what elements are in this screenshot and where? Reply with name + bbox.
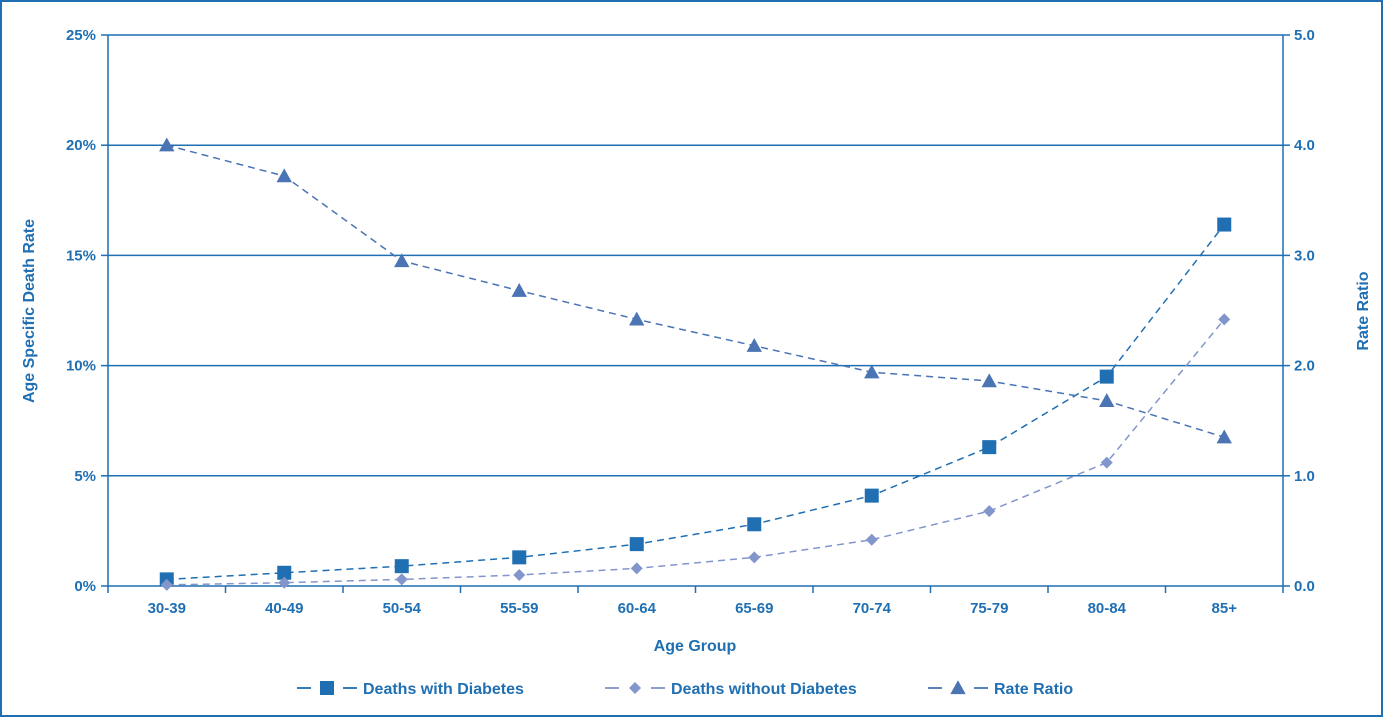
data-point: [513, 568, 526, 581]
x-tick-label: 50-54: [383, 600, 422, 617]
data-point: [1216, 429, 1232, 444]
data-point: [512, 550, 527, 565]
y2-tick-label: 5.0: [1294, 27, 1315, 44]
x-tick-label: 55-59: [500, 600, 538, 617]
data-point: [395, 573, 408, 586]
data-point: [394, 559, 409, 574]
x-tick-label: 40-49: [265, 600, 303, 617]
data-point: [747, 517, 762, 532]
y-axis-title: Age Specific Death Rate: [21, 219, 38, 403]
y-tick-label: 5%: [74, 468, 96, 485]
series-line: [166, 224, 1225, 581]
x-axis-ticks: 30-39 40-49 50-54 55-59 60-64 65-69 70-74 75-79…: [107, 586, 1284, 617]
data-point: [277, 565, 292, 580]
y-tick-label: 20%: [66, 137, 96, 154]
data-point: [159, 137, 175, 152]
y2-axis-title: Rate Ratio: [1355, 271, 1372, 350]
data-point: [1099, 393, 1115, 408]
series-deaths-without-diabetes: [160, 313, 1231, 591]
axes: [107, 35, 1284, 587]
legend: Deaths with Diabetes Deaths without Diabe…: [297, 680, 1073, 698]
series-deaths-with-diabetes: [159, 217, 1232, 587]
y2-tick-label: 0.0: [1294, 578, 1315, 595]
series-line: [166, 318, 1225, 586]
data-point: [629, 311, 645, 326]
data-point: [746, 338, 762, 352]
data-point: [981, 373, 997, 388]
data-point: [864, 488, 879, 503]
y-tick-label: 15%: [66, 247, 96, 264]
data-point: [864, 364, 880, 379]
series-rate-ratio: [159, 137, 1232, 444]
data-point: [394, 253, 410, 268]
data-point: [1099, 369, 1114, 384]
legend-label: Rate Ratio: [994, 681, 1073, 698]
y-tick-label: 10%: [66, 358, 96, 375]
data-point: [629, 537, 644, 552]
data-point: [278, 576, 291, 589]
legend-label: Deaths with Diabetes: [363, 681, 524, 698]
x-tick-label: 65-69: [735, 600, 773, 617]
legend-item: Rate Ratio: [928, 680, 1073, 698]
data-point: [983, 505, 996, 518]
x-tick-label: 75-79: [970, 600, 1008, 617]
data-point: [950, 680, 966, 695]
data-point: [748, 551, 761, 564]
gridlines: [108, 34, 1283, 477]
series-layer: [159, 137, 1232, 591]
y2-tick-label: 4.0: [1294, 137, 1315, 154]
legend-item: Deaths without Diabetes: [605, 681, 857, 698]
y-tick-label: 0%: [74, 578, 96, 595]
x-tick-label: 60-64: [618, 600, 657, 617]
x-tick-label: 85+: [1212, 600, 1238, 617]
x-axis-title: Age Group: [654, 638, 737, 655]
legend-label: Deaths without Diabetes: [671, 681, 857, 698]
x-tick-label: 80-84: [1088, 600, 1127, 617]
data-point: [630, 562, 643, 575]
y2-tick-label: 3.0: [1294, 247, 1315, 264]
data-point: [982, 440, 997, 455]
data-point: [511, 282, 527, 297]
y2-tick-label: 2.0: [1294, 358, 1315, 375]
data-point: [1218, 313, 1231, 326]
y-axis-ticks: 0% 5% 10% 15% 20% 25%: [66, 27, 108, 595]
y2-axis-ticks: 0.0 1.0 2.0 3.0 4.0 5.0: [1283, 27, 1315, 595]
series-line: [166, 144, 1225, 438]
x-tick-label: 70-74: [853, 600, 892, 617]
x-tick-label: 30-39: [148, 600, 186, 617]
data-point: [865, 533, 878, 546]
data-point: [320, 681, 334, 695]
data-point: [276, 168, 292, 183]
data-point: [160, 578, 173, 591]
y-tick-label: 25%: [66, 27, 96, 44]
legend-item: Deaths with Diabetes: [297, 681, 524, 698]
data-point: [1100, 456, 1113, 469]
y2-tick-label: 1.0: [1294, 468, 1315, 485]
data-point: [1217, 217, 1232, 232]
data-point: [629, 682, 641, 694]
